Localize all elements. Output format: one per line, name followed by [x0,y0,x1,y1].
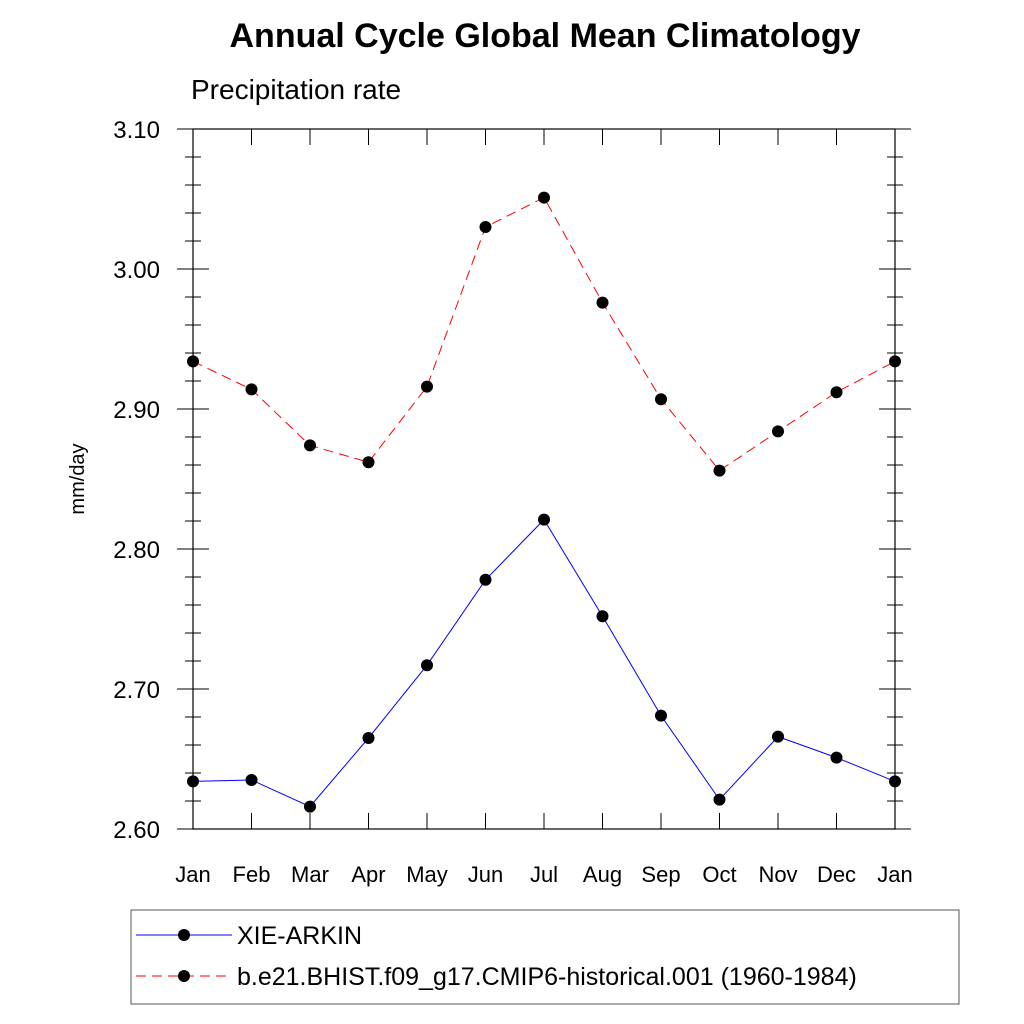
series-0-point [830,751,843,764]
series-0-point [245,774,258,786]
data-series [187,191,901,813]
series-0-point [889,775,901,788]
series-1-point [772,425,784,438]
series-0-point [479,573,492,586]
y-tick-label: 2.90 [113,397,160,424]
chart-title: Annual Cycle Global Mean Climatology [230,17,861,55]
series-0-point [772,730,784,743]
y-tick-label: 2.60 [113,817,160,844]
x-tick-label: Sep [641,862,680,887]
legend-box [130,909,960,1005]
y-tick-label: 2.80 [113,537,160,564]
series-0-point [713,793,726,806]
y-tick-label: 3.10 [113,117,160,144]
series-1-point [187,355,199,368]
legend: XIE-ARKIN b.e21.BHIST.f09_g17.CMIP6-hist… [130,909,960,1005]
legend-label-xie-arkin: XIE-ARKIN [237,922,362,950]
x-tick-label: Apr [351,862,385,887]
x-tick-label: May [406,862,448,887]
x-tick-label: Jul [530,862,558,887]
series-1-point [479,221,492,233]
x-tick-label: Nov [758,862,797,887]
series-0-point [304,800,316,813]
series-1-point [655,393,667,406]
x-tick-label: Jan [175,862,210,887]
series-1-point [421,380,433,393]
x-tick-label: Oct [702,862,736,887]
series-1-point [596,296,609,309]
series-1-point [889,355,901,368]
x-tick-label: Aug [583,862,622,887]
series-line-1 [192,196,896,472]
x-axis-ticks: Jan Feb Mar Apr May Jun Jul Aug Sep Oct Nov Dec Jan [175,129,913,887]
series-0-point [538,513,550,526]
series-1-point [362,456,375,469]
x-tick-label: Dec [817,862,856,887]
y-axis-ticks: 2.60 2.70 2.80 2.90 3.00 3.10 [113,117,911,844]
series-line-0 [192,518,896,808]
series-0-point [187,775,199,788]
y-tick-label: 2.70 [113,677,160,704]
series-1-point [245,383,258,396]
y-axis-label: mm/day [67,443,89,514]
series-1-point [713,464,726,477]
legend-marker-xie-arkin [178,929,190,941]
series-1-point [830,386,843,399]
x-tick-label: Jan [877,862,912,887]
plot-frame [192,128,896,830]
series-1-point [304,439,316,452]
series-0-point [362,732,375,744]
series-0-point [596,610,609,623]
legend-marker-cmip6-historical [178,970,190,982]
series-1-point [538,191,550,204]
y-tick-label: 3.00 [113,257,160,284]
x-tick-label: Mar [291,862,329,887]
series-0-point [655,709,667,722]
legend-label-cmip6-historical: b.e21.BHIST.f09_g17.CMIP6-historical.001… [237,963,857,991]
chart-subtitle: Precipitation rate [191,74,401,105]
x-tick-label: Feb [233,862,271,887]
x-tick-label: Jun [468,862,503,887]
series-0-point [421,659,433,672]
